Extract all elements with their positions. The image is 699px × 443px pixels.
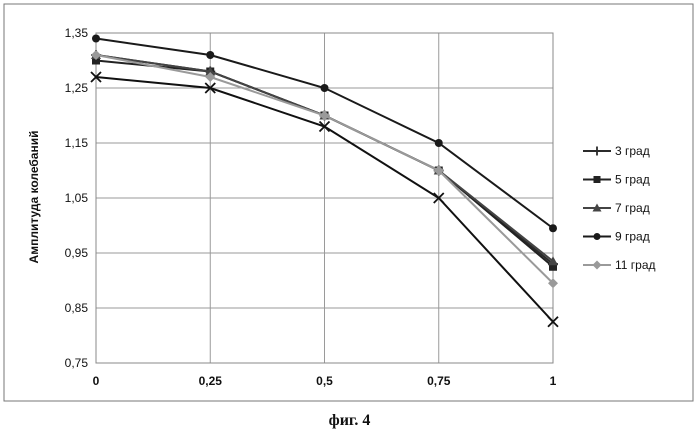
- data-point: [206, 51, 214, 59]
- legend-label: 3 град: [615, 144, 650, 158]
- line-chart: Амплитуда колебаний 0,75 0,85 0,95 1,05 1,15…: [0, 0, 699, 405]
- legend-marker: [594, 176, 601, 183]
- y-tick-label: 1,15: [65, 136, 89, 150]
- legend-label: 7 град: [615, 201, 650, 215]
- data-point: [435, 139, 443, 147]
- legend-marker: [594, 233, 601, 240]
- data-point: [321, 84, 329, 92]
- x-tick-label: 0,25: [199, 374, 223, 388]
- y-axis-label: Амплитуда колебаний: [27, 131, 41, 264]
- chart-frame: [4, 4, 693, 401]
- y-tick-label: 0,95: [65, 246, 89, 260]
- data-point: [549, 224, 557, 232]
- x-tick-label: 0: [93, 374, 100, 388]
- legend-label: 9 град: [615, 230, 650, 244]
- y-tick-label: 1,35: [65, 26, 89, 40]
- x-tick-label: 1: [550, 374, 557, 388]
- legend-label: 5 град: [615, 173, 650, 187]
- y-tick-label: 0,75: [65, 356, 89, 370]
- x-tick-label: 0,75: [427, 374, 451, 388]
- data-point: [92, 35, 100, 43]
- x-tick-label: 0,5: [316, 374, 333, 388]
- y-tick-label: 1,25: [65, 81, 89, 95]
- figure-caption: фиг. 4: [0, 412, 699, 430]
- y-tick-label: 0,85: [65, 301, 89, 315]
- legend-label: 11 град: [615, 258, 656, 272]
- y-tick-label: 1,05: [65, 191, 89, 205]
